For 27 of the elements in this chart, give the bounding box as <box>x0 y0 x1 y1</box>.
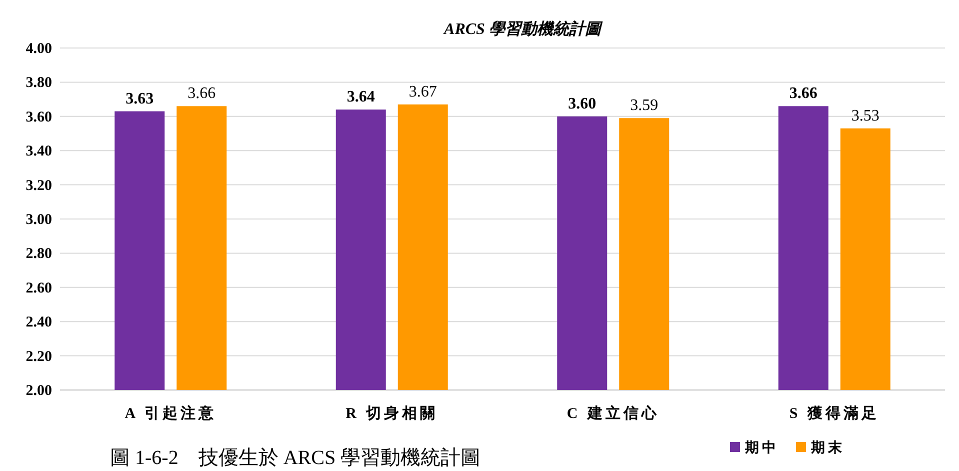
caption: 圖 1-6-2 技優生於 ARCS 學習動機統計圖 <box>110 447 481 469</box>
x-tick-label: A 引起注意 <box>124 404 217 422</box>
legend-label: 期末 <box>810 440 845 456</box>
y-tick-label: 2.00 <box>26 383 52 399</box>
y-tick-label: 3.60 <box>26 109 52 126</box>
data-label: 3.60 <box>568 95 596 112</box>
data-label: 3.59 <box>630 97 658 114</box>
data-label: 3.63 <box>126 90 154 108</box>
y-tick-label: 2.40 <box>26 314 52 331</box>
x-tick-label: C 建立信心 <box>566 404 660 422</box>
y-tick-label: 3.20 <box>26 178 52 194</box>
y-tick-label: 3.80 <box>26 75 52 92</box>
y-tick-label: 4.00 <box>26 41 52 57</box>
data-label: 3.66 <box>789 85 818 102</box>
legend-label: 期中 <box>744 440 779 456</box>
y-tick-label: 2.60 <box>26 280 52 296</box>
data-label: 3.53 <box>851 107 880 124</box>
chart-title: ARCS 學習動機統計圖 <box>443 20 603 38</box>
x-tick-label: R 切身相關 <box>346 405 438 422</box>
y-tick-label: 2.80 <box>26 246 52 262</box>
y-tick-label: 2.20 <box>26 348 52 365</box>
data-label: 3.64 <box>346 88 375 106</box>
y-tick-label: 3.00 <box>26 212 52 228</box>
data-label: 3.66 <box>188 85 216 102</box>
data-label: 3.67 <box>408 83 437 100</box>
y-tick-label: 3.40 <box>26 144 52 160</box>
x-tick-label: S 獲得滿足 <box>789 405 880 422</box>
